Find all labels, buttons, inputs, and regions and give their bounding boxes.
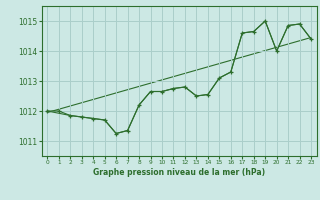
X-axis label: Graphe pression niveau de la mer (hPa): Graphe pression niveau de la mer (hPa) bbox=[93, 168, 265, 177]
